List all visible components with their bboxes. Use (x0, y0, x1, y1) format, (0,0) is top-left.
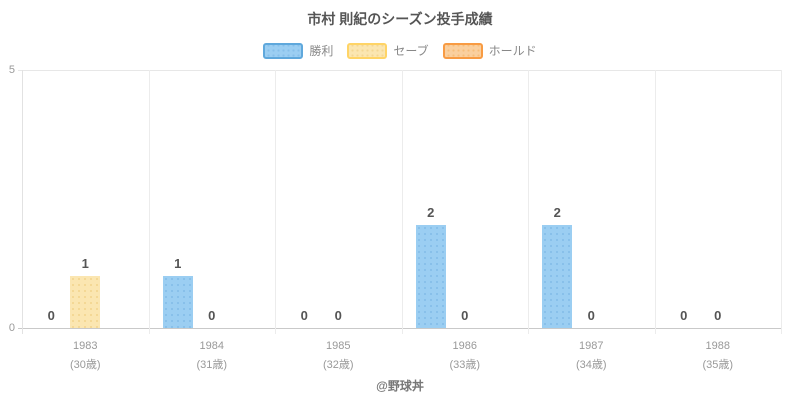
gridline-x-1 (148, 70, 150, 334)
holds-swatch-icon (442, 42, 483, 59)
y-axis-tick-label: 5 (8, 64, 15, 76)
bar-value-label: 2 (427, 204, 435, 220)
bar-value-label: 2 (553, 204, 561, 220)
chart-title: 市村 則紀のシーズン投手成績 (307, 11, 493, 27)
bar-value-label: 1 (81, 256, 89, 272)
bar-value-label: 0 (714, 308, 722, 323)
gridline-x-4 (528, 70, 529, 334)
bar-wins[interactable] (415, 224, 446, 328)
bar-value-label: 0 (461, 308, 469, 323)
gridline-x-5 (654, 70, 656, 334)
x-axis-year-label: 1987 (579, 340, 604, 352)
bar-value-label: 0 (334, 308, 342, 323)
bar-value-label: 0 (300, 308, 308, 323)
x-axis-year-label: 1986 (452, 340, 477, 352)
x-axis-age-label: (35歳) (702, 359, 734, 371)
legend-label-holds: ホールド (488, 44, 537, 58)
y-axis-tick-label: 0 (8, 322, 15, 334)
x-axis-year-label: 1988 (705, 340, 730, 352)
gridline-y-5 (18, 70, 781, 71)
wins-swatch-icon (263, 42, 304, 59)
bar-value-label: 1 (174, 256, 182, 272)
x-axis-year-label: 1985 (326, 340, 351, 352)
gridline-x-2 (275, 70, 276, 334)
bar-value-label: 0 (680, 308, 688, 323)
watermark: @野球丼 (376, 379, 424, 393)
gridline-x-3 (401, 70, 403, 334)
gridline-x-6 (781, 70, 782, 334)
saves-swatch-icon (347, 42, 388, 59)
x-axis-age-label: (31歳) (196, 359, 228, 371)
legend: 勝利 セーブ ホールド (0, 42, 800, 59)
legend-item-saves[interactable]: セーブ (347, 42, 429, 59)
x-axis-age-label: (34歳) (575, 359, 607, 371)
legend-item-wins[interactable]: 勝利 (263, 42, 333, 59)
bar-saves[interactable] (70, 276, 101, 328)
x-axis-baseline (18, 328, 781, 329)
x-axis-age-label: (30歳) (69, 359, 101, 371)
bar-value-label: 0 (587, 308, 595, 323)
x-axis-year-label: 1984 (199, 340, 224, 352)
x-axis-age-label: (32歳) (322, 359, 354, 371)
legend-item-holds[interactable]: ホールド (442, 42, 537, 59)
x-axis-age-label: (33歳) (449, 359, 481, 371)
legend-label-saves: セーブ (393, 44, 429, 58)
bar-wins[interactable] (542, 224, 573, 328)
y-axis-line (22, 70, 23, 334)
bar-value-label: 0 (47, 308, 55, 323)
x-axis-year-label: 1983 (73, 340, 98, 352)
bar-wins[interactable] (162, 276, 193, 328)
bar-value-label: 0 (208, 308, 216, 323)
legend-label-wins: 勝利 (309, 44, 334, 58)
